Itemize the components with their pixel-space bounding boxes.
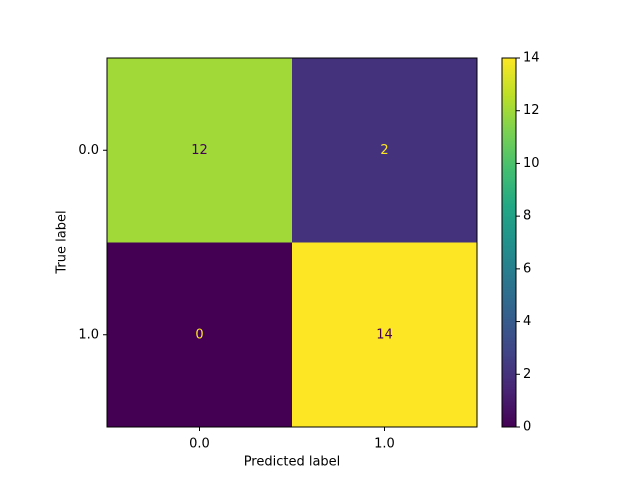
colorbar-tick-label: 14 <box>523 51 540 66</box>
colorbar-tick-label: 12 <box>523 103 540 118</box>
heatmap-cell <box>292 58 477 243</box>
cell-label: 0 <box>195 327 203 342</box>
heatmap-cell <box>107 242 292 427</box>
x-axis-label: Predicted label <box>244 455 341 470</box>
y-tick-label: 1.0 <box>78 327 99 342</box>
cell-label: 12 <box>191 143 208 158</box>
heatmap-cell <box>107 58 292 243</box>
colorbar <box>501 57 517 428</box>
x-tick-label: 0.0 <box>189 437 210 452</box>
y-tick-label: 0.0 <box>78 143 99 158</box>
colorbar-tick-label: 10 <box>523 156 540 171</box>
colorbar-tick-label: 8 <box>523 209 531 224</box>
cell-label: 14 <box>376 327 393 342</box>
y-axis-label: True label <box>55 210 70 274</box>
heatmap-cell <box>292 242 477 427</box>
cell-label: 2 <box>380 143 388 158</box>
colorbar-tick-label: 6 <box>523 261 531 276</box>
colorbar-tick-label: 4 <box>523 314 531 329</box>
colorbar-tick-label: 2 <box>523 367 531 382</box>
colorbar-tick-label: 0 <box>523 420 531 435</box>
plot-frame <box>106 57 478 428</box>
x-tick-label: 1.0 <box>374 437 395 452</box>
